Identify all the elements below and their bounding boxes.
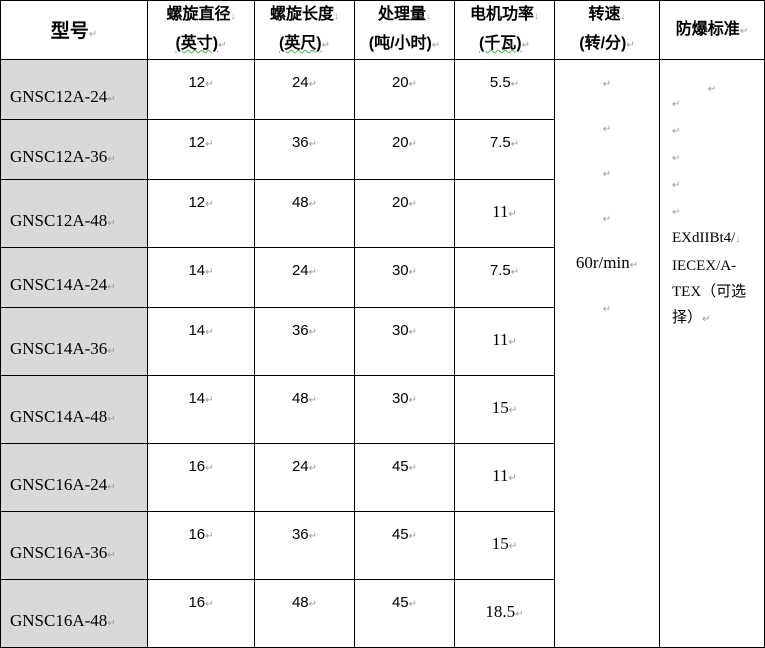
length-cell: 48 — [254, 375, 355, 444]
length-cell: 36 — [254, 511, 355, 580]
diameter-cell: 12 — [147, 59, 255, 120]
power-cell: 7.5 — [454, 247, 555, 308]
power-cell: 15 — [454, 375, 555, 444]
model-cell: GNSC12A-24 — [0, 59, 148, 120]
speed-cell: 60r/min — [554, 59, 660, 648]
length-cell: 24 — [254, 443, 355, 512]
capacity-cell: 45 — [354, 443, 455, 512]
power-cell: 7.5 — [454, 119, 555, 180]
capacity-cell: 20 — [354, 119, 455, 180]
model-cell: GNSC14A-48 — [0, 375, 148, 444]
model-cell: GNSC16A-48 — [0, 579, 148, 648]
capacity-cell: 20 — [354, 59, 455, 120]
model-cell: GNSC16A-24 — [0, 443, 148, 512]
length-cell: 24 — [254, 247, 355, 308]
length-cell: 24 — [254, 59, 355, 120]
header-power: 电机功率(千瓦) — [454, 0, 555, 60]
model-cell: GNSC14A-24 — [0, 247, 148, 308]
diameter-cell: 14 — [147, 375, 255, 444]
power-cell: 18.5 — [454, 579, 555, 648]
model-cell: GNSC12A-36 — [0, 119, 148, 180]
table-row: GNSC12A-24 12 24 20 5.5 60r/min EXdIIBt4… — [0, 59, 765, 648]
length-cell: 48 — [254, 579, 355, 648]
model-cell: GNSC16A-36 — [0, 511, 148, 580]
diameter-cell: 14 — [147, 247, 255, 308]
diameter-cell: 16 — [147, 443, 255, 512]
diameter-cell: 14 — [147, 307, 255, 376]
capacity-cell: 30 — [354, 247, 455, 308]
power-cell: 15 — [454, 511, 555, 580]
header-explosion-standard: 防爆标准 — [659, 0, 765, 60]
length-cell: 36 — [254, 307, 355, 376]
speed-value: 60r/min — [555, 240, 659, 285]
diameter-cell: 16 — [147, 511, 255, 580]
table-row: GNSC12A-36 12 36 20 7.5 — [0, 119, 765, 180]
model-cell: GNSC12A-48 — [0, 179, 148, 248]
header-row: 型号 螺旋直径(英寸) 螺旋长度(英尺) 处理量(吨/小时) 电机功率(千瓦) … — [0, 0, 765, 60]
power-cell: 11 — [454, 179, 555, 248]
capacity-cell: 30 — [354, 307, 455, 376]
table-row: GNSC14A-36 14 36 30 11 — [0, 307, 765, 376]
capacity-cell: 20 — [354, 179, 455, 248]
capacity-cell: 45 — [354, 511, 455, 580]
table-row: GNSC14A-48 14 48 30 15 — [0, 375, 765, 444]
diameter-cell: 16 — [147, 579, 255, 648]
table-row: GNSC14A-24 14 24 30 7.5 — [0, 247, 765, 308]
length-cell: 36 — [254, 119, 355, 180]
table-row: GNSC12A-48 12 48 20 11 — [0, 179, 765, 248]
header-capacity: 处理量(吨/小时) — [354, 0, 455, 60]
capacity-cell: 45 — [354, 579, 455, 648]
header-length: 螺旋长度(英尺) — [254, 0, 355, 60]
length-cell: 48 — [254, 179, 355, 248]
power-cell: 11 — [454, 443, 555, 512]
diameter-cell: 12 — [147, 119, 255, 180]
capacity-cell: 30 — [354, 375, 455, 444]
header-diameter: 螺旋直径(英寸) — [147, 0, 255, 60]
power-cell: 5.5 — [454, 59, 555, 120]
model-cell: GNSC14A-36 — [0, 307, 148, 376]
power-cell: 11 — [454, 307, 555, 376]
explosion-standard-cell: EXdIIBt4/ IECEX/A- TEX（可选 择） — [659, 59, 765, 648]
header-speed: 转速(转/分) — [554, 0, 660, 60]
diameter-cell: 12 — [147, 179, 255, 248]
header-model: 型号 — [0, 0, 148, 60]
